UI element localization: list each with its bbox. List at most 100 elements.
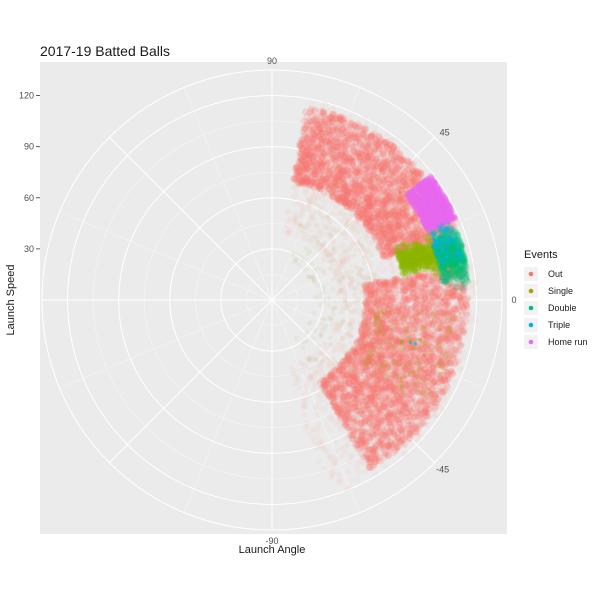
point-out — [395, 353, 402, 360]
point-out — [340, 241, 347, 248]
point-out — [346, 407, 353, 414]
point-out — [304, 195, 311, 202]
point-out — [348, 235, 355, 242]
point-out — [459, 341, 466, 348]
point-out — [337, 341, 344, 348]
point-out — [320, 142, 327, 149]
point-out — [311, 192, 318, 199]
point-out — [439, 255, 446, 262]
point-out — [385, 215, 393, 223]
point-out — [359, 365, 366, 372]
point-out — [292, 217, 299, 224]
point-out — [337, 114, 343, 121]
point-out — [393, 322, 400, 329]
point-out — [367, 248, 374, 254]
point-out — [321, 448, 328, 454]
point-out — [351, 204, 358, 211]
point-out — [435, 388, 442, 395]
point-out — [381, 233, 387, 240]
point-out — [368, 403, 375, 410]
point-out — [300, 367, 307, 374]
point-out — [321, 340, 328, 347]
point-out — [297, 223, 304, 230]
point-out — [365, 314, 372, 321]
point-out — [430, 300, 437, 307]
point-out — [315, 428, 322, 435]
point-out — [345, 468, 352, 475]
point-out — [369, 314, 376, 321]
point-out — [303, 380, 310, 387]
point-out — [311, 136, 318, 143]
point-out — [368, 372, 375, 379]
point-out — [419, 388, 426, 395]
point-out — [353, 465, 360, 472]
point-out — [342, 295, 349, 302]
point-out — [379, 260, 385, 267]
point-out — [436, 225, 443, 232]
point-out — [340, 139, 347, 146]
point-out — [432, 176, 439, 183]
point-out — [320, 350, 327, 357]
point-out — [368, 384, 375, 390]
point-out — [313, 433, 320, 440]
point-out — [334, 420, 341, 427]
point-out — [349, 263, 356, 270]
point-out — [291, 201, 298, 207]
point-out — [347, 280, 354, 287]
point-out — [306, 158, 314, 166]
point-out — [440, 207, 447, 214]
point-out — [320, 192, 326, 199]
point-out — [370, 333, 377, 340]
point-out — [331, 162, 338, 169]
point-out — [343, 270, 350, 277]
point-out — [352, 143, 360, 151]
point-out — [366, 241, 373, 248]
point-out — [419, 386, 426, 393]
point-out — [394, 432, 401, 439]
point-out — [360, 175, 367, 182]
point-out — [293, 177, 301, 185]
point-out — [381, 409, 388, 415]
point-out — [350, 224, 357, 231]
point-out — [342, 448, 349, 455]
point-out — [415, 382, 422, 389]
point-out — [431, 259, 438, 266]
point-out — [357, 182, 364, 189]
point-out — [355, 378, 362, 385]
point-out — [312, 352, 318, 359]
point-out — [338, 426, 344, 432]
point-out — [423, 224, 430, 231]
point-out — [330, 328, 337, 335]
point-out — [341, 271, 348, 278]
point-out — [375, 265, 382, 272]
point-out — [310, 125, 317, 132]
point-out — [328, 470, 335, 477]
point-out — [414, 438, 421, 445]
point-out — [422, 376, 429, 383]
point-out — [376, 218, 383, 225]
point-out — [319, 349, 326, 356]
point-out — [370, 170, 378, 178]
point-out — [357, 168, 364, 175]
point-out — [391, 233, 398, 241]
point-out — [343, 193, 350, 200]
point-out — [358, 380, 364, 387]
point-out — [359, 201, 366, 208]
point-out — [330, 355, 337, 362]
point-out — [317, 176, 325, 184]
point-out — [301, 390, 308, 397]
point-out — [354, 410, 361, 417]
point-out — [297, 367, 304, 374]
point-out — [339, 373, 346, 380]
point-out — [325, 224, 332, 231]
point-out — [316, 367, 323, 374]
point-out — [343, 183, 350, 189]
point-out — [284, 209, 291, 216]
point-out — [294, 379, 301, 386]
point-out — [308, 374, 315, 381]
point-out — [335, 261, 342, 268]
point-out — [305, 365, 312, 371]
point-out — [333, 460, 340, 467]
point-out — [363, 446, 370, 453]
